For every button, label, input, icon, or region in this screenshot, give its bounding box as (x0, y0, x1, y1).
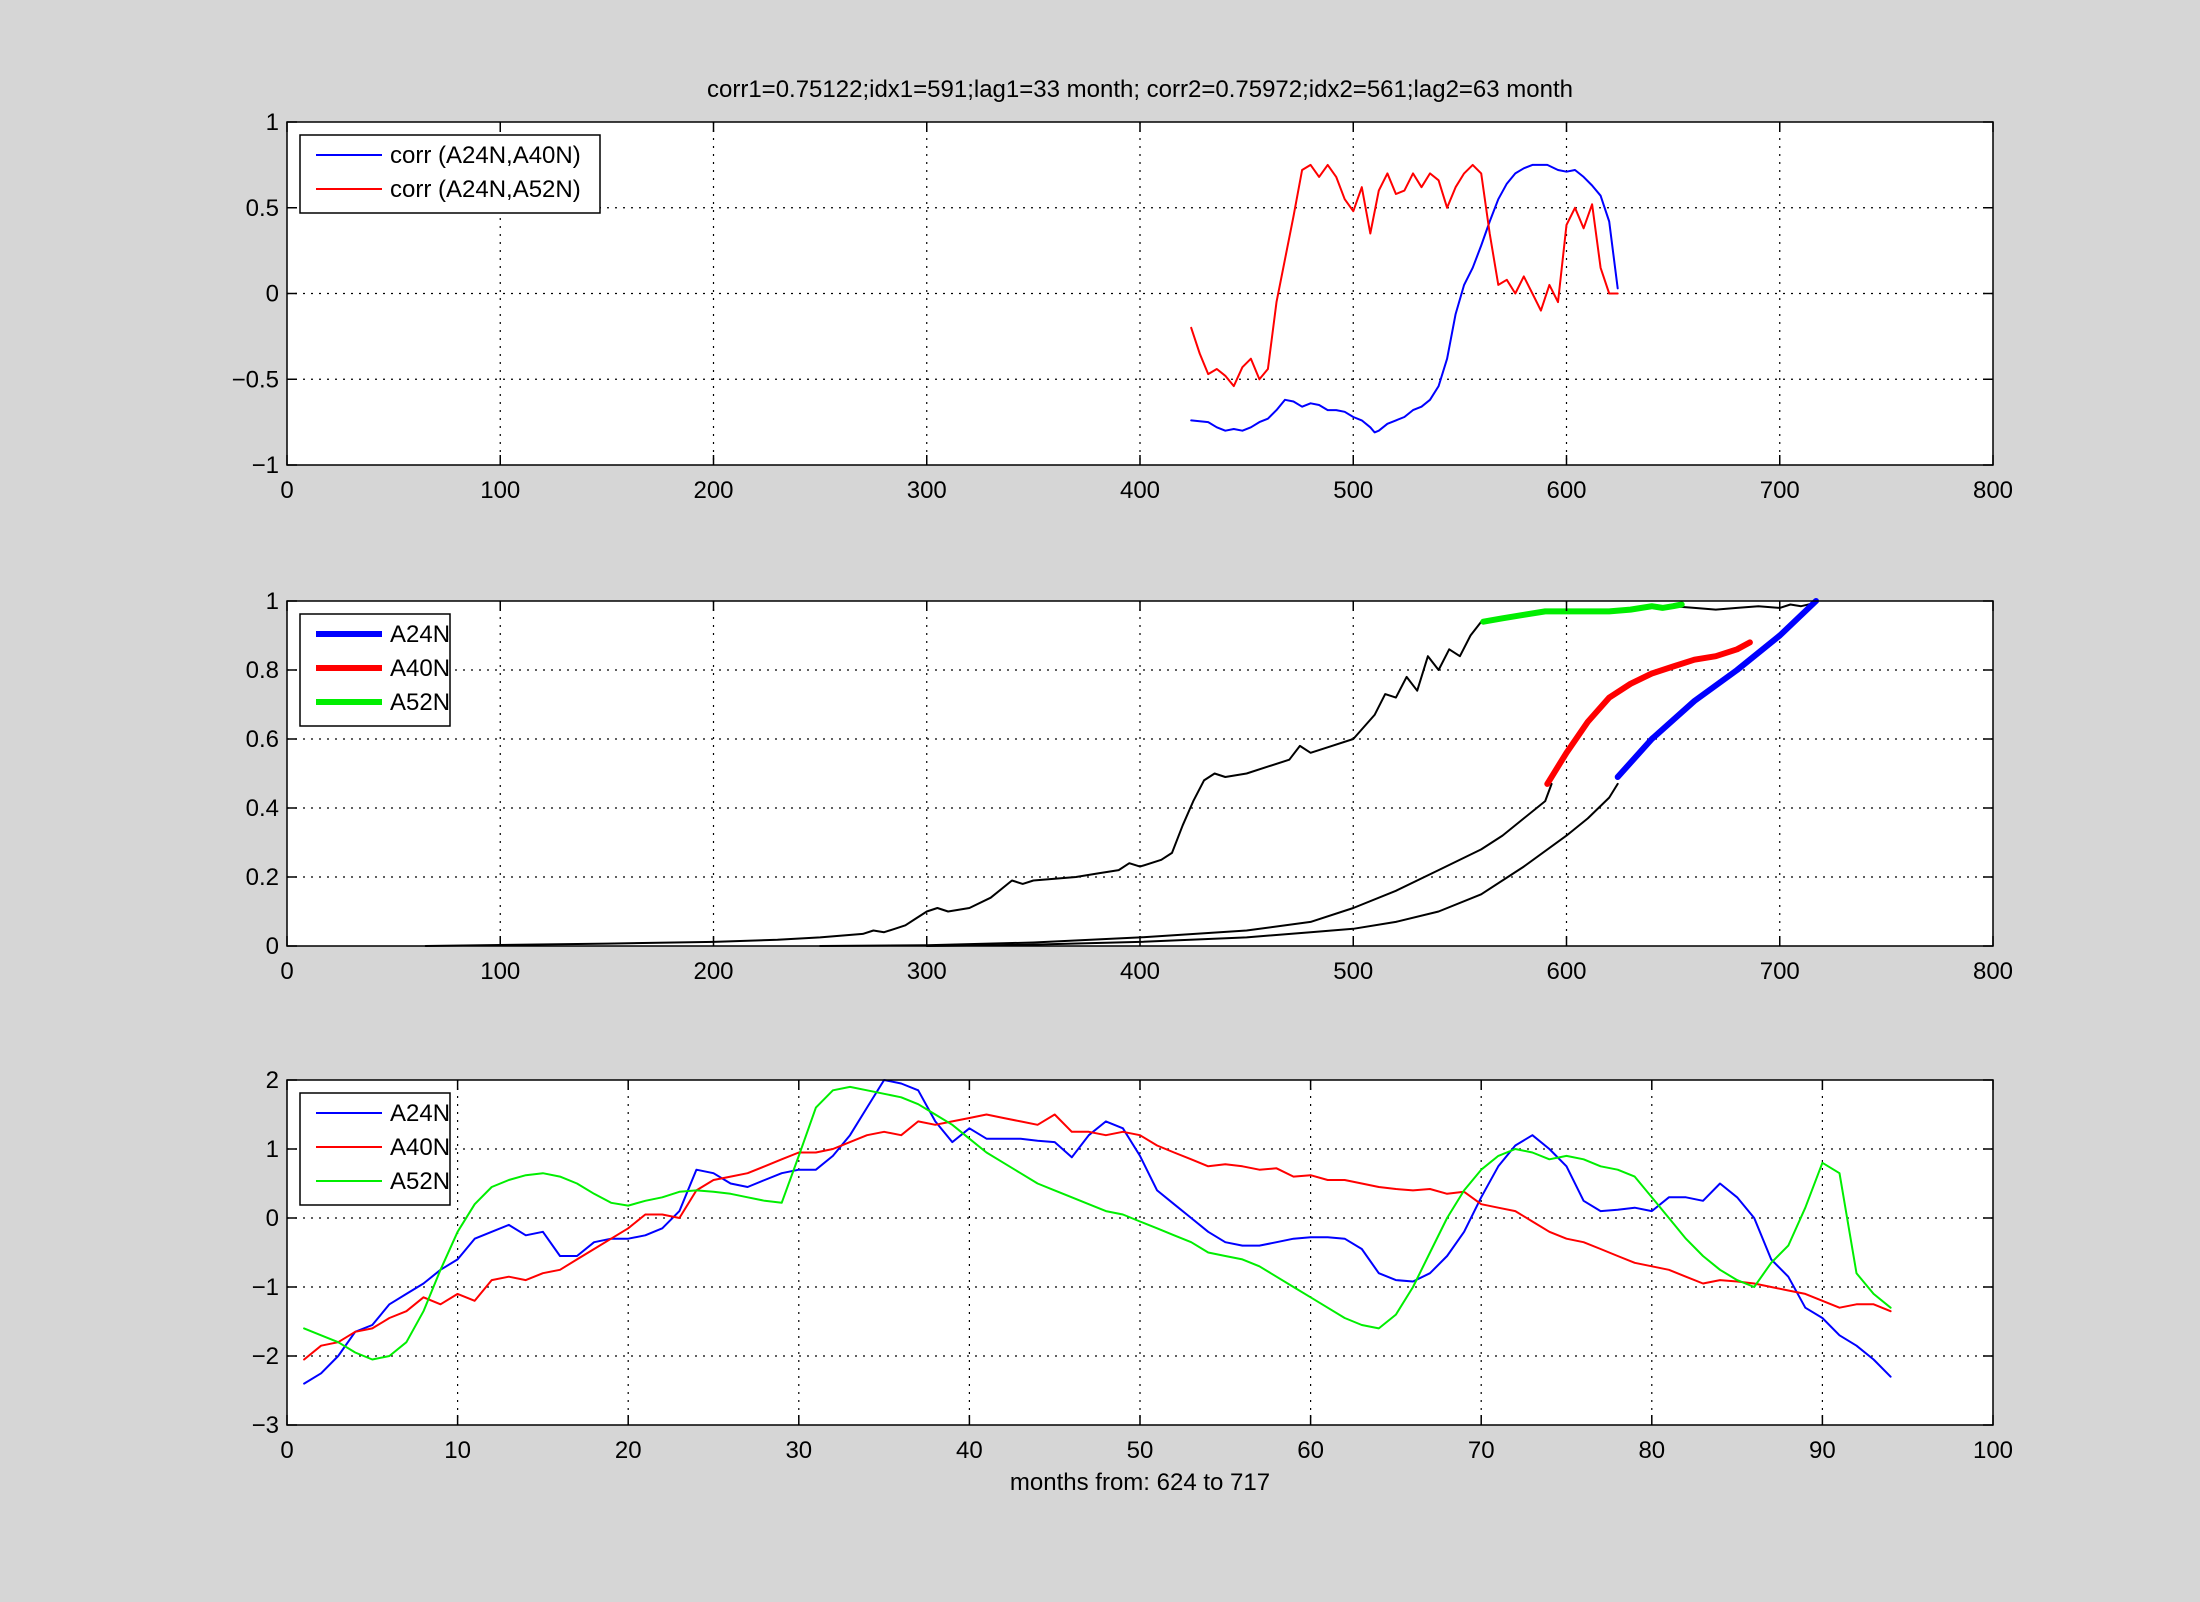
y-tick-label: 0.4 (246, 795, 279, 822)
legend-label: A40N (390, 1134, 450, 1161)
x-tick-label: 20 (615, 1437, 642, 1464)
x-tick-label: 0 (280, 958, 293, 985)
x-tick-label: 700 (1760, 477, 1800, 504)
series-group (303, 1079, 1892, 1385)
y-tick-label: −1 (252, 1274, 279, 1301)
x-tick-label: 800 (1973, 958, 2013, 985)
grid (287, 601, 1993, 946)
x-tick-label: 90 (1809, 1437, 1836, 1464)
series-corr-a24n-a52n-line (1190, 163, 1619, 388)
x-tick-label: 10 (444, 1437, 471, 1464)
x-tick-label: 0 (280, 477, 293, 504)
x-tick-label: 500 (1333, 958, 1373, 985)
series-a40n-line (303, 1113, 1892, 1361)
series-3-line (925, 782, 1619, 947)
x-tick-label: 700 (1760, 958, 1800, 985)
legend-label: corr (A24N,A40N) (390, 142, 581, 169)
y-tick-label: 0.2 (246, 864, 279, 891)
legend-label: A24N (390, 621, 450, 648)
series-a52n-line (303, 1085, 1892, 1361)
series-a24n-line (1614, 598, 1819, 780)
x-tick-label: 300 (907, 477, 947, 504)
x-tick-label: 800 (1973, 477, 2013, 504)
x-tick-label: 600 (1546, 477, 1586, 504)
y-tick-label: 1 (266, 588, 279, 615)
y-tick-label: 0 (266, 933, 279, 960)
figure-title: corr1=0.75122;idx1=591;lag1=33 month; co… (707, 76, 1573, 103)
x-tick-label: 100 (1973, 1437, 2013, 1464)
plot-area (287, 601, 1993, 946)
series-a24n-line (303, 1079, 1892, 1385)
x-axis-label: months from: 624 to 717 (1010, 1469, 1270, 1496)
y-tick-label: 2 (266, 1067, 279, 1094)
chart-1: 0 100 200 300 400 500 600 700 800 −1 −0.5 0 0.5 1 corr… (232, 109, 2013, 504)
series-group (424, 598, 1819, 947)
series-a40n-line (1544, 639, 1753, 787)
legend-label: A24N (390, 1100, 450, 1127)
legend: A24N A40N A52N (299, 1092, 451, 1206)
x-tick-label: 60 (1297, 1437, 1324, 1464)
y-tick-label: 0.8 (246, 657, 279, 684)
x-tick-label: 40 (956, 1437, 983, 1464)
x-tick-label: 100 (480, 477, 520, 504)
x-tick-label: 0 (280, 1437, 293, 1464)
y-tick-label: −3 (252, 1412, 279, 1439)
y-tick-label: 0 (266, 281, 279, 308)
legend-box (299, 134, 601, 214)
x-tick-label: 600 (1546, 958, 1586, 985)
plot-area (287, 1080, 1993, 1425)
series-2-line (819, 782, 1553, 947)
y-tick-label: 1 (266, 1136, 279, 1163)
legend: corr (A24N,A40N) corr (A24N,A52N) (299, 134, 601, 214)
x-tick-label: 30 (785, 1437, 812, 1464)
x-tick-label: 300 (907, 958, 947, 985)
y-tick-label: −1 (252, 452, 279, 479)
legend-label: corr (A24N,A52N) (390, 176, 581, 203)
series-group (1190, 163, 1619, 434)
x-tick-label: 400 (1120, 477, 1160, 504)
x-tick-label: 200 (693, 958, 733, 985)
x-tick-label: 50 (1127, 1437, 1154, 1464)
legend-box (299, 1092, 451, 1206)
y-tick-label: 0.6 (246, 726, 279, 753)
x-tick-label: 200 (693, 477, 733, 504)
x-tick-label: 70 (1468, 1437, 1495, 1464)
series-a52n-line (1480, 601, 1685, 625)
x-tick-label: 400 (1120, 958, 1160, 985)
y-tick-label: −2 (252, 1343, 279, 1370)
series-corr-a24n-a40n-line (1190, 163, 1619, 434)
ticks: 0 10 20 30 40 50 60 70 80 90 100 −3 −2 −1 0 1 2 (252, 1067, 2013, 1464)
x-tick-label: 100 (480, 958, 520, 985)
legend-label: A52N (390, 689, 450, 716)
chart-2: 0 100 200 300 400 500 600 700 80000.20.40.60.81A… (246, 588, 2013, 985)
ticks: 0 100 200 300 400 500 600 700 800 0 0.2 0.4 0.6 0.8 1 (246, 588, 2013, 985)
chart-3: 0 10 20 30 40 50 60 70 80 90 100 −3 −2 −1 0 1 2 months fr… (252, 1067, 2013, 1496)
y-tick-label: 0 (266, 1205, 279, 1232)
legend-label: A40N (390, 655, 450, 682)
legend: A24N A40N A52N (299, 613, 451, 727)
y-tick-label: −0.5 (232, 366, 279, 393)
ticks: 0 100 200 300 400 500 600 700 800 −1 −0.5 0 0.5 1 (232, 109, 2013, 504)
y-tick-label: 0.5 (246, 195, 279, 222)
y-tick-label: 1 (266, 109, 279, 136)
legend-label: A52N (390, 1168, 450, 1195)
plots-container: 0 100 200 300 400 500 600 700 800−1−0.500.51corr… (232, 109, 2013, 1496)
x-tick-label: 80 (1638, 1437, 1665, 1464)
x-tick-label: 500 (1333, 477, 1373, 504)
